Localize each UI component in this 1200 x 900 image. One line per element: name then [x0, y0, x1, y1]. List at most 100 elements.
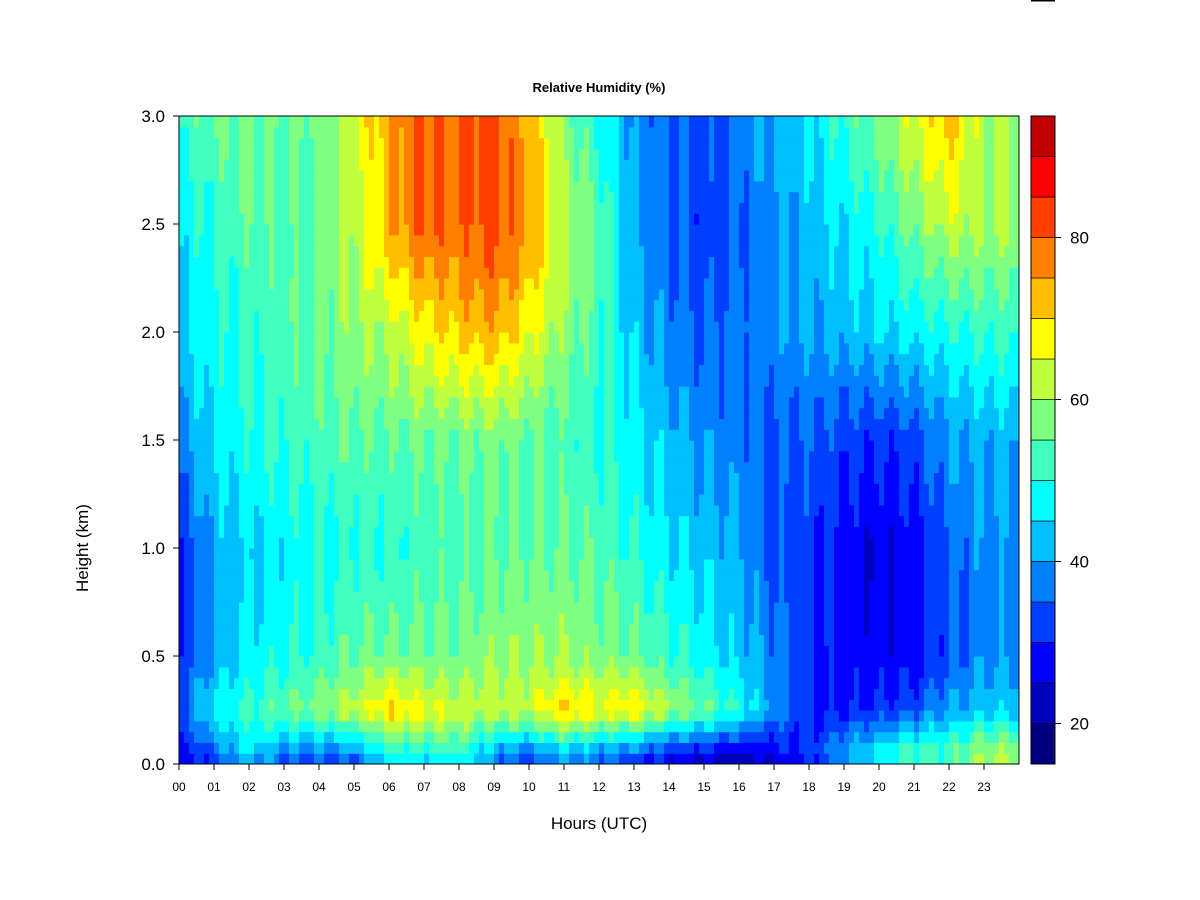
heatmap-cell: [314, 159, 320, 171]
heatmap-cell: [494, 580, 500, 592]
heatmap-cell: [364, 742, 370, 754]
heatmap-cell: [359, 515, 365, 527]
heatmap-cell: [439, 137, 445, 149]
heatmap-cell: [204, 699, 210, 711]
heatmap-cell: [424, 569, 430, 581]
heatmap-cell: [399, 180, 405, 193]
heatmap-cell: [319, 699, 325, 711]
heatmap-cell: [199, 515, 205, 527]
heatmap-cell: [194, 656, 200, 668]
heatmap-cell: [369, 569, 375, 581]
heatmap-cell: [404, 375, 410, 387]
heatmap-cell: [489, 742, 495, 754]
heatmap-cell: [229, 310, 235, 322]
heatmap-cell: [479, 461, 485, 473]
heatmap-cell: [254, 569, 260, 581]
heatmap-cell: [489, 429, 495, 441]
heatmap-cell: [354, 612, 360, 625]
heatmap-cell: [384, 224, 390, 236]
heatmap-cell: [344, 321, 350, 333]
heatmap-cell: [314, 364, 320, 376]
heatmap-cell: [579, 234, 585, 247]
heatmap-cell: [334, 418, 340, 430]
heatmap-cell: [274, 429, 280, 441]
heatmap-cell: [214, 558, 220, 571]
heatmap-cell: [309, 537, 315, 549]
heatmap-cell: [249, 429, 255, 441]
heatmap-cell: [224, 137, 230, 149]
heatmap-cell: [424, 407, 430, 419]
heatmap-cell: [474, 267, 480, 279]
heatmap-cell: [179, 742, 185, 754]
heatmap-cell: [304, 742, 310, 754]
heatmap-cell: [179, 612, 185, 625]
heatmap-cell: [184, 245, 190, 257]
heatmap-cell: [239, 191, 245, 203]
heatmap-cell: [394, 612, 400, 625]
heatmap-cell: [239, 656, 245, 668]
heatmap-cell: [309, 666, 315, 679]
heatmap-cell: [304, 148, 310, 160]
heatmap-cell: [534, 688, 540, 700]
heatmap-cell: [239, 688, 245, 700]
heatmap-cell: [389, 645, 395, 657]
heatmap-cell: [234, 418, 240, 430]
heatmap-cell: [354, 450, 360, 463]
heatmap-cell: [329, 548, 335, 560]
heatmap-cell: [274, 375, 280, 387]
heatmap-cell: [249, 245, 255, 257]
heatmap-cell: [364, 548, 370, 560]
heatmap-cell: [234, 202, 240, 214]
heatmap-cell: [219, 710, 225, 722]
heatmap-cell: [224, 677, 230, 689]
heatmap-cell: [289, 202, 295, 214]
heatmap-cell: [229, 396, 235, 409]
heatmap-cell: [534, 278, 540, 290]
heatmap-cell: [529, 245, 535, 257]
heatmap-cell: [334, 677, 340, 689]
heatmap-cell: [344, 612, 350, 625]
heatmap-cell: [429, 526, 435, 538]
heatmap-cell: [424, 170, 430, 182]
heatmap-cell: [189, 634, 195, 646]
heatmap-cell: [199, 623, 205, 635]
heatmap-cell: [569, 148, 575, 160]
heatmap-cell: [549, 429, 555, 441]
heatmap-cell: [509, 191, 515, 203]
heatmap-cell: [554, 450, 560, 463]
heatmap-cell: [289, 472, 295, 484]
heatmap-cell: [414, 742, 420, 754]
heatmap-cell: [289, 429, 295, 441]
heatmap-cell: [184, 666, 190, 679]
heatmap-cell: [194, 699, 200, 711]
heatmap-cell: [279, 515, 285, 527]
heatmap-cell: [524, 742, 530, 754]
heatmap-cell: [249, 483, 255, 495]
heatmap-cell: [454, 170, 460, 182]
heatmap-cell: [479, 472, 485, 484]
heatmap-cell: [314, 558, 320, 571]
heatmap-cell: [569, 278, 575, 290]
heatmap-cell: [394, 569, 400, 581]
heatmap-cell: [379, 666, 385, 679]
heatmap-cell: [579, 666, 585, 679]
heatmap-cell: [584, 310, 590, 322]
heatmap-cell: [284, 472, 290, 484]
heatmap-cell: [499, 288, 505, 301]
heatmap-cell: [269, 224, 275, 236]
heatmap-cell: [224, 364, 230, 376]
heatmap-cell: [519, 634, 525, 646]
heatmap-cell: [314, 386, 320, 398]
heatmap-cell: [329, 375, 335, 387]
heatmap-cell: [489, 364, 495, 376]
heatmap-cell: [234, 429, 240, 441]
heatmap-cell: [319, 569, 325, 581]
heatmap-cell: [294, 623, 300, 635]
heatmap-cell: [414, 634, 420, 646]
heatmap-cell: [204, 688, 210, 700]
heatmap-cell: [244, 126, 250, 139]
heatmap-cell: [204, 353, 210, 365]
heatmap-cell: [304, 515, 310, 527]
heatmap-cell: [499, 504, 505, 517]
heatmap-cell: [494, 364, 500, 376]
